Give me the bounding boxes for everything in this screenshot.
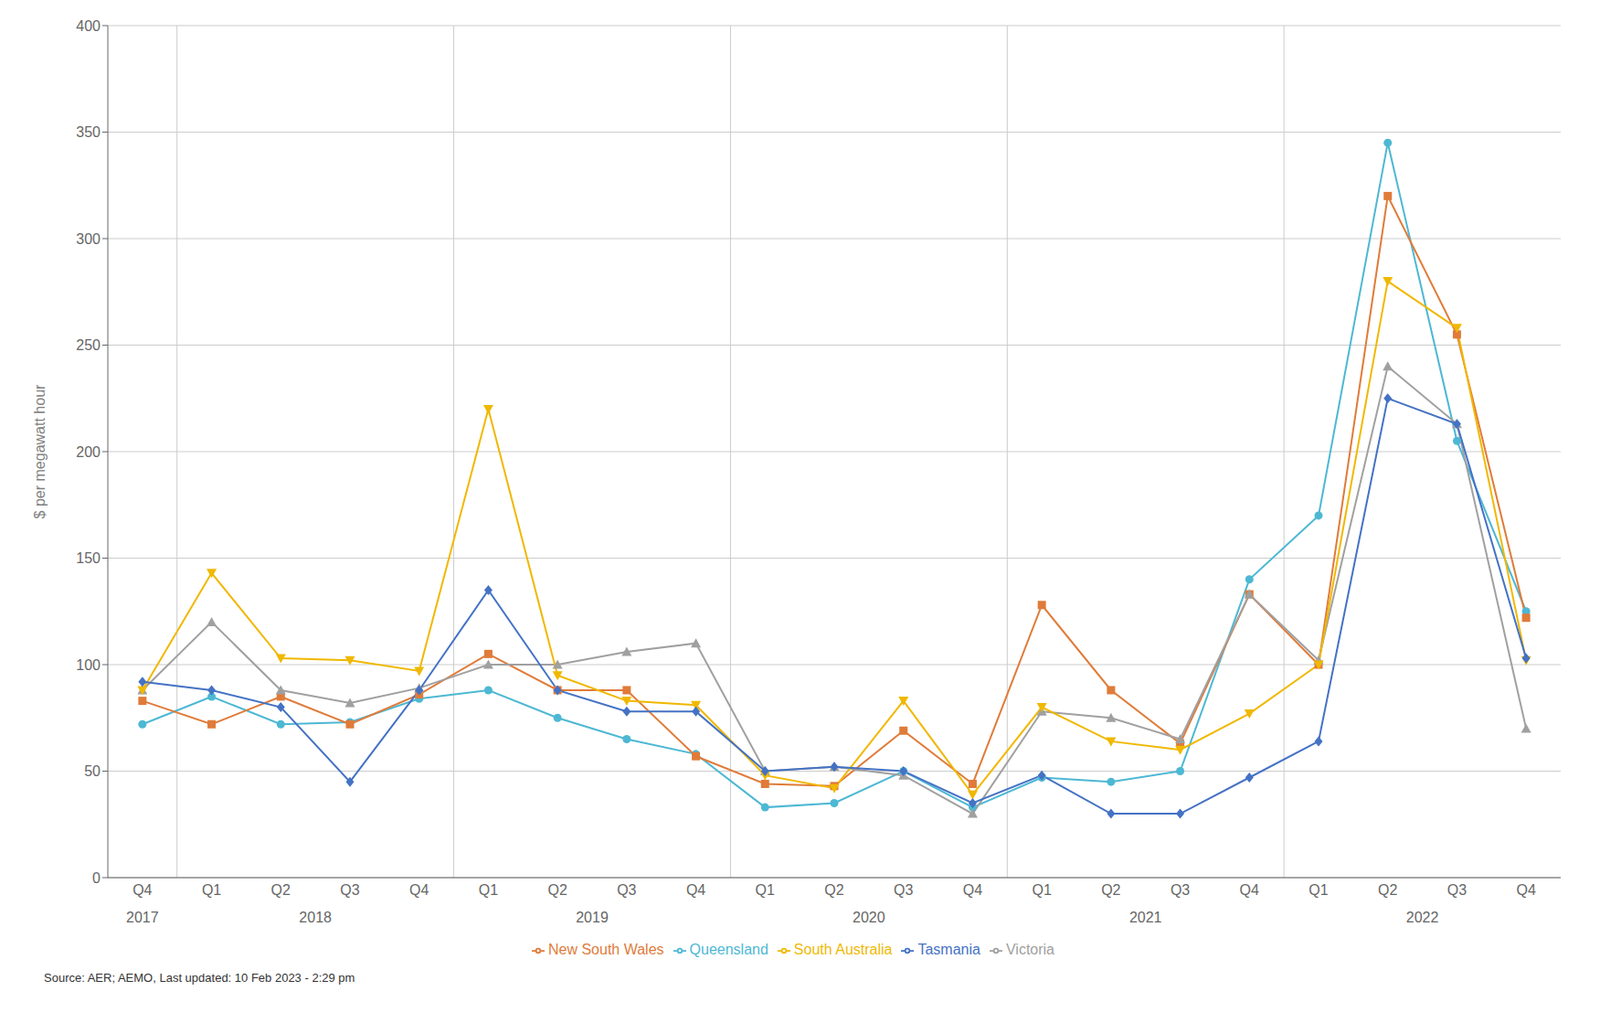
svg-text:2022: 2022 [1406, 909, 1440, 925]
svg-text:Q4: Q4 [963, 881, 983, 898]
svg-text:50: 50 [84, 762, 101, 779]
svg-text:400: 400 [75, 18, 101, 34]
svg-text:350: 350 [75, 124, 101, 140]
svg-text:250: 250 [75, 337, 101, 353]
svg-text:0: 0 [92, 869, 101, 886]
svg-text:2018: 2018 [298, 909, 332, 925]
svg-text:2020: 2020 [852, 909, 886, 925]
svg-text:Q2: Q2 [271, 881, 291, 898]
svg-text:Q2: Q2 [824, 881, 844, 898]
svg-text:Q1: Q1 [1031, 881, 1051, 898]
svg-text:Q3: Q3 [616, 881, 636, 898]
svg-text:Q1: Q1 [201, 881, 222, 898]
svg-text:Q1: Q1 [1308, 881, 1328, 898]
html-text:Source: AER; AEMO, Last update: Source: AER; AEMO, Last updated: 10 Feb … [43, 970, 355, 985]
svg-text:Q2: Q2 [1377, 881, 1398, 898]
html-text:Victoria: Victoria [1006, 941, 1055, 957]
html-text:Tasmania: Tasmania [917, 941, 981, 957]
svg-text:Q4: Q4 [409, 881, 429, 898]
svg-text:Q3: Q3 [893, 881, 913, 898]
svg-text:Q4: Q4 [686, 881, 706, 898]
svg-text:Q1: Q1 [755, 881, 775, 898]
svg-text:200: 200 [75, 444, 101, 460]
svg-text:100: 100 [75, 656, 101, 673]
svg-text:300: 300 [75, 231, 101, 247]
svg-text:150: 150 [75, 550, 101, 566]
svg-text:2019: 2019 [575, 909, 609, 925]
svg-text:2021: 2021 [1129, 909, 1163, 925]
svg-text:Q2: Q2 [1101, 881, 1121, 898]
html-text:South Australia: South Australia [793, 941, 893, 957]
svg-text:Q3: Q3 [339, 881, 360, 898]
svg-text:Q3: Q3 [1447, 881, 1467, 898]
svg-text:2017: 2017 [126, 909, 159, 925]
svg-text:Q4: Q4 [1239, 881, 1260, 898]
html-text:Queensland: Queensland [689, 941, 769, 957]
svg-text:Q2: Q2 [547, 881, 567, 898]
svg-text:Q3: Q3 [1170, 881, 1190, 898]
svg-text:Q4: Q4 [1515, 881, 1536, 898]
svg-text:Q1: Q1 [478, 881, 499, 898]
html-text:New South Wales: New South Wales [548, 941, 664, 957]
svg-text:$ per megawatt hour: $ per megawatt hour [31, 383, 48, 519]
svg-text:Q4: Q4 [132, 881, 152, 898]
